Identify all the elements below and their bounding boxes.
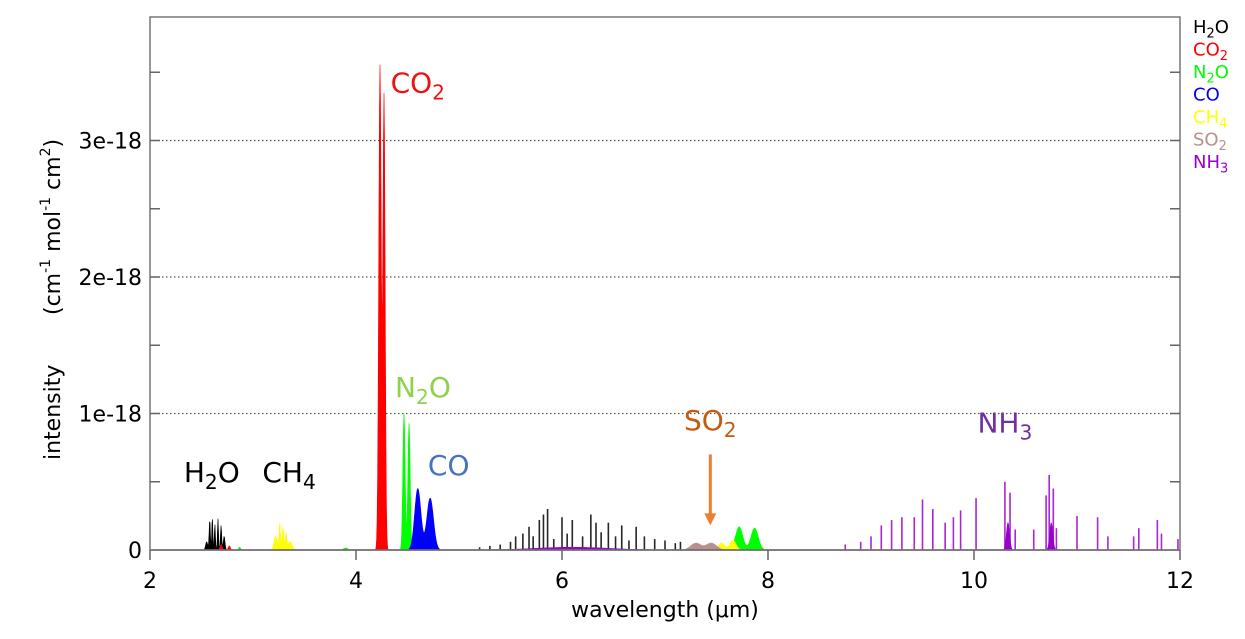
- y-axis-label: intensity (cm-1 mol-1 cm2): [38, 139, 66, 460]
- x-tick-label: 6: [555, 569, 569, 594]
- x-tick-label: 4: [349, 569, 363, 594]
- annotation-nh3: NH3: [977, 407, 1032, 445]
- legend-item-nh3: NH3: [1193, 152, 1228, 177]
- plot-frame: [149, 16, 1181, 551]
- annotations: H2O CH4 CO2 N2O CO SO2 NH3: [184, 67, 1032, 526]
- y-tick-label: 2e-18: [79, 266, 142, 291]
- annotation-ch4: CH4: [262, 456, 315, 494]
- axis-ticks: 0 1e-18 2e-18 3e-18 2 4 6 8 10 12: [79, 71, 1194, 594]
- annotation-co: CO: [428, 449, 470, 482]
- x-tick-label: 12: [1166, 569, 1194, 594]
- y-axis-label-text: intensity: [41, 365, 66, 460]
- y-tick-label: 1e-18: [79, 403, 142, 428]
- series-nh3: [150, 474, 1180, 551]
- x-tick-label: 10: [960, 569, 988, 594]
- x-tick-label: 8: [761, 569, 775, 594]
- annotation-h2o: H2O: [184, 456, 240, 494]
- legend-item-n2o: N2O: [1193, 62, 1229, 87]
- legend-item-h2o: H2O: [1193, 17, 1229, 42]
- legend-item-ch4: CH4: [1193, 107, 1227, 132]
- legend-item-co2: CO2: [1193, 40, 1228, 65]
- y-tick-label: 3e-18: [79, 130, 142, 155]
- legend-item-so2: SO2: [1193, 130, 1227, 155]
- annotation-co2: CO2: [391, 67, 445, 105]
- x-tick-label: 2: [143, 569, 157, 594]
- arrow-head-icon: [704, 513, 717, 526]
- plot-border: [149, 16, 1181, 551]
- grid: [150, 139, 1180, 415]
- annotation-so2: SO2: [684, 404, 737, 442]
- annotation-n2o: N2O: [395, 371, 451, 409]
- series-h2o: [150, 509, 1180, 551]
- y-axis-units: (cm-1 mol-1 cm2): [38, 139, 66, 315]
- y-tick-label: 0: [128, 539, 142, 564]
- legend-item-co: CO: [1193, 85, 1220, 106]
- x-axis-label: wavelength (μm): [571, 598, 759, 623]
